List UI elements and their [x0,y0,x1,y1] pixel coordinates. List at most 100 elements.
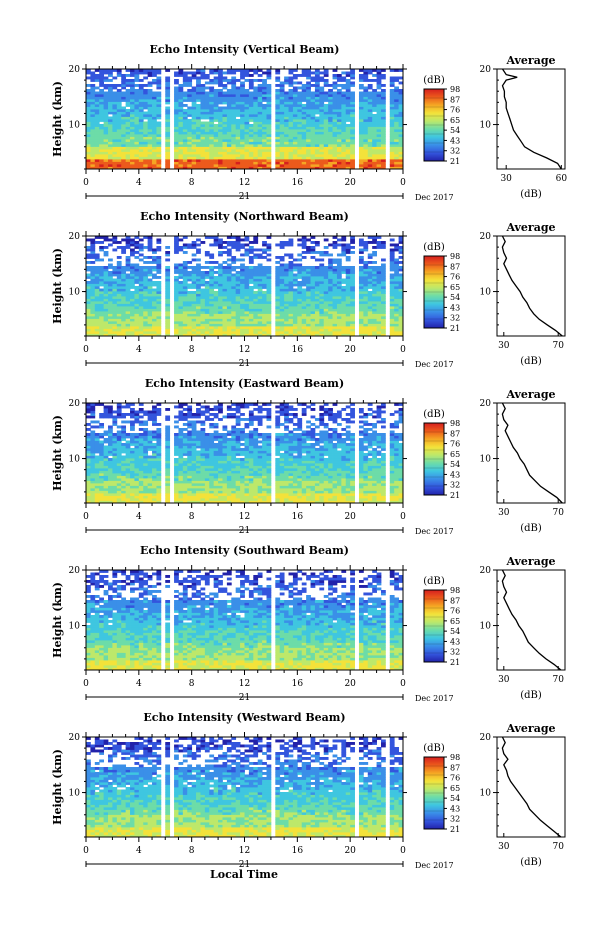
heatmap-cell [108,323,113,327]
heatmap-cell [240,318,245,322]
heatmap-cell [116,323,122,327]
heatmap-cell [235,298,241,302]
heatmap-cell [279,271,285,274]
heatmap-cell [306,251,311,254]
heatmap-cell [182,166,188,170]
heatmap-cell [240,99,245,102]
heatmap-cell [394,333,399,337]
heatmap-cell [209,281,215,284]
heatmap-cell [178,328,184,332]
heatmap-cell [178,124,184,127]
heatmap-cell [328,121,333,125]
heatmap-cell [204,81,210,85]
heatmap-cell [253,281,259,284]
heatmap-cell [209,298,215,302]
heatmap-cell [209,121,215,125]
heatmap-cell [306,84,311,87]
heatmap-cell [103,86,109,90]
colorbar [423,255,445,329]
heatmap-cell [90,151,96,155]
heatmap-cell [174,144,179,147]
heatmap-cell [90,490,96,494]
heatmap-cell [332,91,338,95]
heatmap-cell [165,101,171,105]
heatmap-cell [297,159,303,162]
heatmap-cell [90,111,96,115]
heatmap-cell [336,84,342,87]
heatmap-cell [152,146,157,150]
heatmap-cell [332,149,338,152]
heatmap-cell [209,126,215,130]
heatmap-cell [262,268,267,272]
heatmap-cell [200,164,206,167]
heatmap-cell [99,271,105,274]
heatmap-cell [112,126,118,130]
heatmap-cell [262,306,267,309]
heatmap-cell [121,79,127,82]
heatmap-cell [116,256,122,259]
heatmap-cell [372,136,377,140]
heatmap-cell [301,91,307,95]
heatmap-cell [314,91,320,95]
heatmap-cell [297,86,303,90]
heatmap-cell [86,291,91,294]
heatmap-cell [328,318,333,322]
heatmap-cell [350,69,355,72]
heatmap-cell [235,323,241,327]
heatmap-cell [191,303,197,307]
heatmap-cell [336,154,342,157]
heatmap-cell [376,134,382,137]
heatmap-cell [130,89,135,92]
heatmap-cell [103,266,109,269]
heatmap-cell [134,236,140,239]
heatmap-cell [314,276,320,279]
heatmap-cell [292,141,298,145]
heatmap-cell [363,159,369,162]
heatmap-cell [314,298,320,302]
heatmap-cell [244,303,250,307]
heatmap-cell [301,241,307,244]
heatmap-cell [112,136,118,140]
heatmap-cell [130,323,135,327]
heatmap-cell [376,79,382,82]
heatmap-cell [196,69,201,72]
heatmap-cell [231,116,237,120]
heatmap-cell [394,91,399,95]
heatmap-cell [147,89,153,92]
heatmap-cell [174,124,179,127]
heatmap-cell [130,114,135,117]
heatmap-cell [116,313,122,317]
heatmap-cell [130,271,135,274]
heatmap-cell [209,303,215,307]
heatmap-cell [341,311,347,314]
heatmap-cell [301,251,307,254]
heatmap-cell [262,131,267,135]
heatmap-cell [288,136,294,140]
heatmap-cell [134,101,140,105]
heatmap-cell [86,119,91,122]
heatmap-cell [143,278,149,282]
heatmap-cell [292,139,298,142]
heatmap-cell [240,156,245,160]
heatmap-cell [143,94,149,97]
heatmap-cell [314,331,320,334]
heatmap-cell [240,271,245,274]
heatmap-cell [240,328,245,332]
heatmap-cell [130,144,135,147]
heatmap-cell [350,318,355,322]
heatmap-cell [222,321,228,324]
heatmap-cell [231,81,237,85]
heatmap-cell [253,106,259,110]
heatmap-cell [350,278,355,282]
heatmap-cell [94,276,100,279]
heatmap-cell [262,248,267,252]
heatmap-cell [204,91,210,95]
heatmap-cell [90,311,96,314]
heatmap-cell [125,243,131,247]
heatmap-cell [125,308,131,312]
heatmap-cell [380,326,386,329]
heatmap-cell [284,124,289,127]
heatmap-cell [130,328,135,332]
heatmap-cell [147,134,153,137]
heatmap-cell [328,333,333,337]
